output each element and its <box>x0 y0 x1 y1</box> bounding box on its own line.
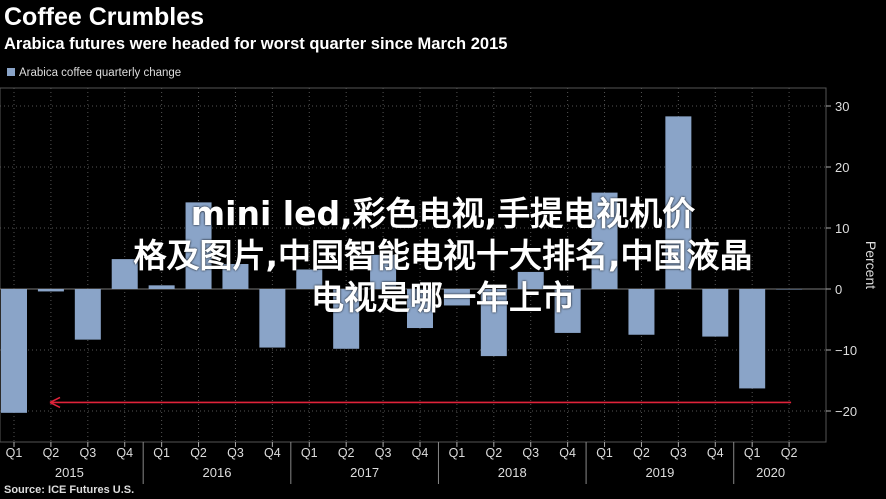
bar <box>370 254 397 289</box>
x-tick-label: Q2 <box>781 446 798 460</box>
bar <box>333 289 360 349</box>
x-tick-label: Q4 <box>116 446 133 460</box>
bar <box>628 289 655 335</box>
bar <box>74 289 101 340</box>
x-tick-label: Q2 <box>485 446 502 460</box>
x-tick-label: Q3 <box>375 446 392 460</box>
x-tick-label: Q2 <box>43 446 60 460</box>
x-tick-label: Q4 <box>559 446 576 460</box>
legend-label: Arabica coffee quarterly change <box>19 67 181 79</box>
y-tick-label: 30 <box>835 99 849 114</box>
x-year-label: 2020 <box>756 465 785 480</box>
y-axis-title: Percent <box>863 241 879 289</box>
y-tick-label: −20 <box>835 404 857 419</box>
x-tick-label: Q3 <box>522 446 539 460</box>
x-year-label: 2019 <box>645 465 674 480</box>
bar <box>517 271 544 289</box>
x-tick-label: Q1 <box>301 446 318 460</box>
bar <box>702 289 729 337</box>
overlay-text-line-2: 格及图片,中国智能电视十大排名,中国液晶 <box>133 236 753 275</box>
x-tick-label: Q2 <box>633 446 650 460</box>
bar <box>480 289 507 357</box>
x-tick-label: Q3 <box>670 446 687 460</box>
y-tick-label: −10 <box>835 343 857 358</box>
bar <box>665 116 692 289</box>
chart-subtitle: Arabica futures were headed for worst qu… <box>4 35 508 53</box>
bar <box>37 289 64 292</box>
bar <box>443 289 470 306</box>
x-tick-label: Q1 <box>449 446 466 460</box>
x-year-label: 2016 <box>203 465 232 480</box>
plot-frame <box>0 87 827 443</box>
x-tick-label: Q3 <box>227 446 244 460</box>
overlay-text-line-1: mini led,彩色电视,手提电视机价 <box>190 194 696 233</box>
chart-title: Coffee Crumbles <box>4 3 205 31</box>
x-tick-label: Q1 <box>744 446 761 460</box>
bar <box>259 289 286 348</box>
overlay-text-line-3: 电视是哪一年上市 <box>311 278 575 317</box>
bar <box>148 285 175 289</box>
bar <box>407 289 433 329</box>
bar <box>185 202 212 289</box>
y-tick-label: 10 <box>835 221 849 236</box>
x-tick-label: Q3 <box>79 446 96 460</box>
x-tick-label: Q1 <box>596 446 613 460</box>
bar <box>776 289 803 290</box>
x-tick-label: Q4 <box>707 446 724 460</box>
x-tick-label: Q4 <box>412 446 429 460</box>
bar <box>554 289 581 333</box>
x-year-label: 2015 <box>55 465 84 480</box>
x-tick-label: Q1 <box>153 446 170 460</box>
bar <box>1 289 27 413</box>
legend-swatch <box>7 68 15 76</box>
x-tick-label: Q2 <box>190 446 207 460</box>
bar <box>222 263 249 289</box>
bar <box>111 259 138 289</box>
bar-chart: 30 20 10 0 −10 −20 Percent Arabica coffee quart… <box>0 67 879 484</box>
x-year-label: 2018 <box>498 465 527 480</box>
annotation-arrowhead <box>49 396 61 409</box>
x-tick-label: Q2 <box>338 446 355 460</box>
source-note: Source: ICE Futures U.S. <box>4 484 135 496</box>
bar <box>296 269 323 289</box>
y-tick-label: 20 <box>835 160 849 175</box>
x-tick-label: Q1 <box>6 446 23 460</box>
x-tick-label: Q4 <box>264 446 281 460</box>
bar <box>739 289 766 389</box>
y-tick-label: 0 <box>835 282 842 297</box>
x-year-label: 2017 <box>350 465 379 480</box>
bar <box>591 192 618 289</box>
